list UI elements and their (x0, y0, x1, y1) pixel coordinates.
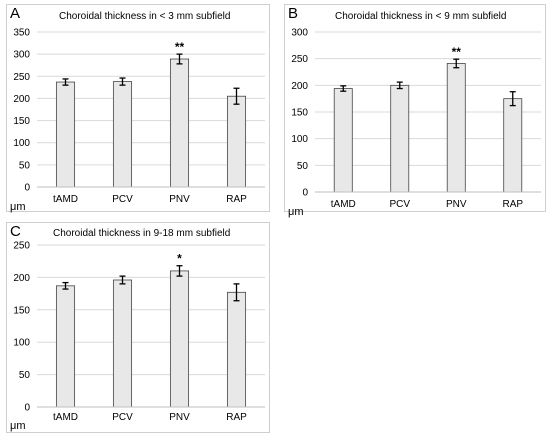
y-tick-label: 200 (291, 81, 308, 92)
x-tick-label: PCV (389, 199, 410, 210)
y-tick-label: 150 (13, 116, 30, 127)
x-tick-label: PNV (446, 199, 467, 210)
y-tick-label: 50 (19, 370, 31, 381)
chart-panel-c: C Choroidal thickness in 9-18 mm subfiel… (6, 222, 270, 433)
chart-b-plot: 0 50 100 150 200 250 300 tAMD PCV ** PNV RAP μm (288, 28, 541, 218)
panel-label: B (288, 5, 299, 22)
x-tick-label: PCV (112, 194, 133, 205)
chart-title: Choroidal thickness in < 3 mm subfield (59, 11, 231, 22)
bar (169, 270, 190, 408)
y-tick-label: 0 (24, 183, 30, 194)
bar (333, 88, 353, 193)
x-tick-label: PNV (169, 412, 190, 423)
y-tick-label: 250 (13, 241, 30, 252)
bar (446, 63, 466, 193)
chart-title: Choroidal thickness in < 9 mm subfield (335, 11, 507, 22)
x-tick-label: tAMD (331, 199, 356, 210)
bar (55, 81, 76, 188)
chart-panel-b: B Choroidal thickness in < 9 mm subfield… (284, 4, 546, 218)
bar (112, 81, 133, 188)
bar (226, 291, 247, 408)
y-tick-label: 100 (13, 338, 30, 349)
x-tick-label: RAP (502, 199, 523, 210)
y-tick-label: 50 (297, 161, 309, 172)
significance-marker: ** (175, 40, 185, 54)
x-tick-label: PNV (169, 194, 190, 205)
x-tick-label: PCV (112, 412, 133, 423)
panel-label: A (10, 5, 21, 22)
y-tick-label: 150 (291, 108, 308, 119)
x-tick-label: tAMD (53, 412, 78, 423)
y-axis-unit: μm (288, 206, 304, 218)
panel-label: C (10, 223, 21, 240)
chart-title: Choroidal thickness in 9-18 mm subfield (53, 228, 231, 239)
y-axis-unit: μm (10, 201, 26, 213)
bar (503, 98, 523, 193)
bar (390, 84, 410, 193)
chart-a-plot: 0 50 100 150 200 250 300 350 tAMD PCV ** PNV RAP μm (10, 28, 265, 213)
bar (55, 285, 76, 408)
bar (169, 58, 190, 188)
y-tick-label: 300 (13, 50, 30, 61)
x-tick-label: RAP (226, 412, 247, 423)
x-tick-label: tAMD (53, 194, 78, 205)
bar (112, 279, 133, 408)
y-tick-label: 200 (13, 273, 30, 284)
x-tick-label: RAP (226, 194, 247, 205)
significance-marker: ** (452, 45, 462, 59)
y-tick-label: 150 (13, 305, 30, 316)
y-tick-label: 350 (13, 28, 30, 39)
chart-c-plot: 0 50 100 150 200 250 tAMD PCV * PNV RAP μm (10, 241, 265, 432)
y-tick-label: 100 (13, 138, 30, 149)
bar (226, 95, 247, 188)
y-tick-label: 100 (291, 134, 308, 145)
y-tick-label: 250 (291, 54, 308, 65)
y-axis-unit: μm (10, 420, 26, 432)
y-tick-label: 200 (13, 94, 30, 105)
y-tick-label: 0 (302, 188, 308, 199)
y-tick-label: 0 (24, 403, 30, 414)
y-tick-label: 250 (13, 72, 30, 83)
y-tick-label: 50 (19, 160, 31, 171)
chart-panel-a: A Choroidal thickness in < 3 mm subfield… (6, 4, 270, 213)
y-tick-label: 300 (291, 28, 308, 39)
significance-marker: * (177, 252, 182, 266)
